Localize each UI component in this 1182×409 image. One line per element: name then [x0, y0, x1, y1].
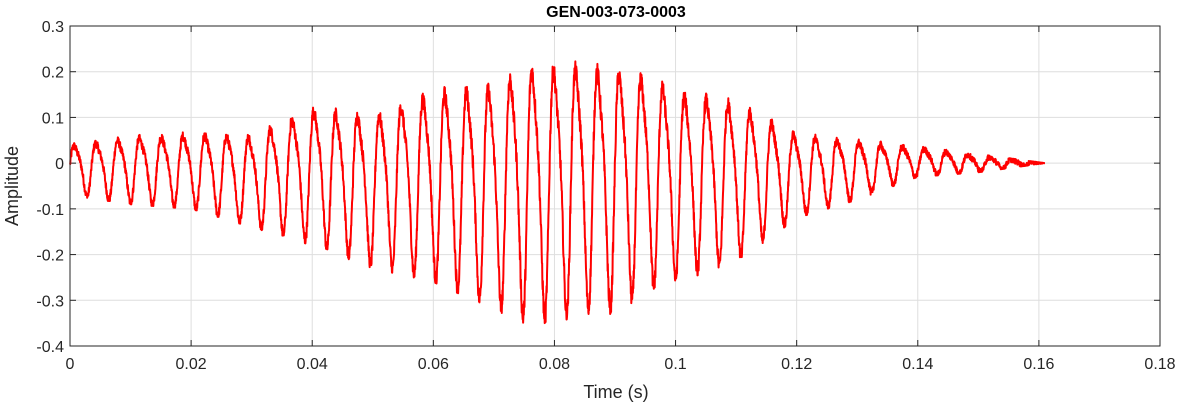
y-tick-label: -0.2 — [36, 248, 64, 265]
series — [69, 60, 1046, 325]
x-tick-label: 0.16 — [1023, 356, 1054, 373]
x-tick-label: 0.04 — [297, 356, 328, 373]
y-axis-label: Amplitude — [2, 146, 22, 226]
chart-title: GEN-003-073-0003 — [546, 4, 686, 21]
y-tick-label: 0.2 — [42, 65, 64, 82]
y-tick-label: -0.1 — [36, 202, 64, 219]
y-tick-label: 0 — [55, 156, 64, 173]
x-tick-label: 0.12 — [781, 356, 812, 373]
y-tick-label: 0.1 — [42, 110, 64, 127]
series-line-0 — [69, 60, 1046, 325]
x-tick-label: 0.02 — [176, 356, 207, 373]
x-tick-label: 0.08 — [539, 356, 570, 373]
x-tick-label: 0.18 — [1144, 356, 1175, 373]
y-tick-label: -0.3 — [36, 293, 64, 310]
y-tick-label: 0.3 — [42, 19, 64, 36]
x-tick-labels: 0 0.02 0.04 0.06 0.08 0.1 0.12 0.14 0.16 0.18 — [66, 356, 1176, 373]
x-tick-label: 0.1 — [664, 356, 686, 373]
y-tick-labels: -0.4 -0.3 -0.2 -0.1 0 0.1 0.2 0.3 — [36, 19, 64, 356]
x-tick-label: 0.14 — [902, 356, 933, 373]
plot-box — [69, 25, 1161, 347]
x-tick-label: 0.06 — [418, 356, 449, 373]
x-axis-label: Time (s) — [583, 382, 648, 402]
x-tick-label: 0 — [66, 356, 75, 373]
y-tick-label: -0.4 — [36, 339, 64, 356]
